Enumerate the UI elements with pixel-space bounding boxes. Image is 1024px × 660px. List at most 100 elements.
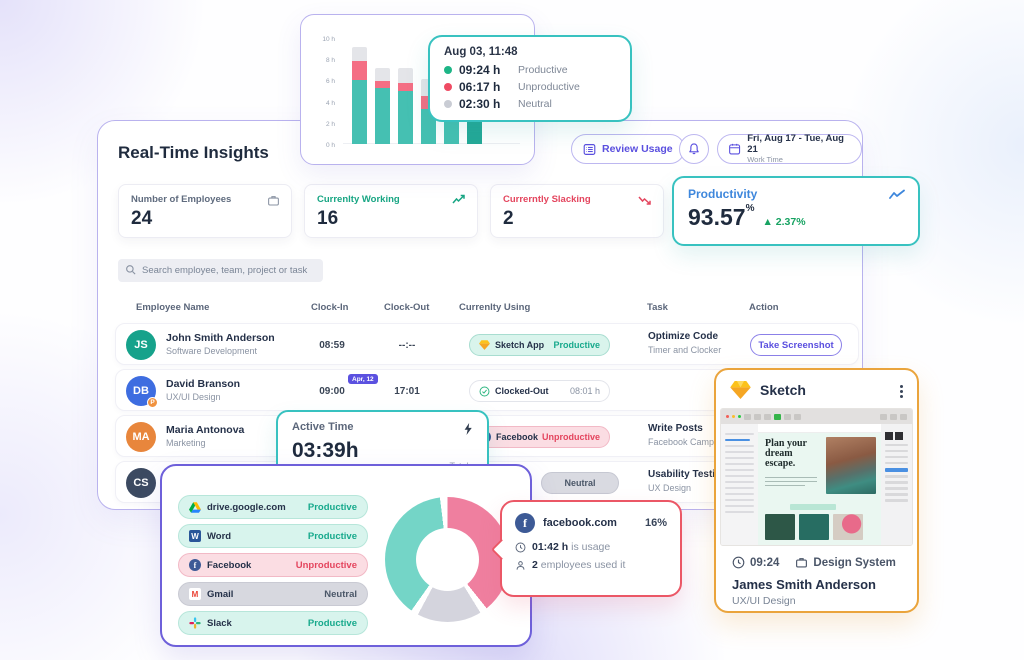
y-tick: 4 h bbox=[325, 100, 335, 107]
tooltip-row: 09:24 h Productive bbox=[444, 63, 616, 77]
avatar: DB P bbox=[126, 376, 158, 408]
word-icon: W bbox=[189, 530, 201, 542]
calendar-icon bbox=[729, 143, 741, 155]
employees-label: employees used it bbox=[540, 559, 626, 571]
review-usage-button[interactable]: Review Usage bbox=[571, 134, 685, 164]
list-icon bbox=[583, 143, 596, 155]
app-name: drive.google.com bbox=[207, 501, 286, 513]
screenshot-canvas: Plan your dream escape. bbox=[758, 424, 881, 545]
app-status: Neutral bbox=[324, 588, 357, 600]
sketch-app-screenshot: Plan your dream escape. bbox=[720, 408, 913, 546]
currently-using-pill: Sketch App Productive bbox=[469, 334, 610, 356]
avatar-badge: P bbox=[147, 397, 158, 408]
stat-currently-working: Currenlty Working 16 bbox=[304, 184, 478, 238]
app-usage-item-word[interactable]: W Word Productive bbox=[178, 524, 368, 548]
clock-out-value: 17:01 bbox=[394, 386, 420, 397]
tooltip-time: 02:30 h bbox=[459, 97, 501, 111]
line-chart-icon bbox=[889, 189, 905, 199]
avatar: JS bbox=[126, 330, 156, 360]
screenshot-headline: Plan your dream escape. bbox=[765, 438, 807, 470]
app-name: Gmail bbox=[207, 588, 234, 600]
app-title: Sketch bbox=[760, 382, 806, 398]
neutral-dot-icon bbox=[444, 100, 452, 108]
y-tick: 0 h bbox=[325, 142, 335, 149]
task-title: Write Posts bbox=[648, 423, 703, 434]
app-status: Productive bbox=[307, 501, 357, 513]
usage-hours: 01:42 h bbox=[532, 541, 569, 553]
tooltip-label: Neutral bbox=[518, 98, 552, 110]
col-header-action: Action bbox=[749, 302, 779, 313]
unproductive-dot-icon bbox=[444, 83, 452, 91]
app-status: Unproductive bbox=[295, 559, 357, 571]
trend-up-icon bbox=[452, 194, 465, 204]
date-range-sublabel: Work Time bbox=[747, 155, 783, 165]
screenshot-toolbar bbox=[721, 409, 912, 424]
app-usage-donut-chart[interactable] bbox=[385, 497, 510, 622]
clock-in-date-badge: Apr, 12 bbox=[348, 374, 378, 384]
stat-label: Currenlty Working bbox=[317, 194, 400, 205]
facebook-icon: f bbox=[515, 513, 535, 533]
app-usage-item-slack[interactable]: Slack Productive bbox=[178, 611, 368, 635]
site-name: facebook.com bbox=[543, 517, 617, 529]
clock-icon bbox=[515, 542, 526, 552]
app-name: Facebook bbox=[496, 432, 539, 442]
employees-count: 2 bbox=[532, 559, 538, 571]
clock-in-value: 08:59 bbox=[319, 340, 345, 351]
gmail-icon: M bbox=[189, 588, 201, 600]
tooltip-label: Unproductive bbox=[518, 81, 580, 93]
date-range-label: Fri, Aug 17 - Tue, Aug 21 bbox=[747, 132, 844, 155]
app-usage-card: drive.google.com Productive W Word Produc… bbox=[160, 464, 532, 647]
app-usage-item-gmail[interactable]: M Gmail Neutral bbox=[178, 582, 368, 606]
employee-name: David Branson bbox=[166, 378, 241, 390]
kebab-menu-icon[interactable] bbox=[900, 383, 903, 400]
take-screenshot-button[interactable]: Take Screenshot bbox=[750, 334, 842, 356]
pill-label: Clocked-Out bbox=[495, 386, 549, 396]
facebook-icon: f bbox=[189, 559, 201, 571]
app-status: Unproductive bbox=[541, 432, 600, 442]
y-tick: 6 h bbox=[325, 78, 335, 85]
app-usage-item-drive[interactable]: drive.google.com Productive bbox=[178, 495, 368, 519]
col-header-employee-name: Employee Name bbox=[136, 302, 210, 313]
session-time: 09:24 bbox=[750, 556, 780, 569]
employee-dept: UX/UI Design bbox=[166, 392, 221, 402]
app-status: Productive bbox=[553, 340, 600, 350]
stat-number-of-employees: Number of Employees 24 bbox=[118, 184, 292, 238]
clocked-out-pill: Clocked-Out 08:01 h bbox=[469, 380, 610, 402]
slack-icon bbox=[189, 617, 201, 629]
screenshot-layers-panel bbox=[721, 424, 758, 545]
briefcase-icon bbox=[268, 196, 279, 206]
app-usage-item-facebook[interactable]: f Facebook Unproductive bbox=[178, 553, 368, 577]
clock-out-value: --:-- bbox=[398, 340, 416, 351]
table-row[interactable]: JS John Smith Anderson Software Developm… bbox=[115, 323, 859, 365]
clock-icon bbox=[732, 556, 745, 569]
active-time-label: Active Time bbox=[292, 421, 354, 433]
bell-icon bbox=[689, 143, 699, 155]
search-input[interactable] bbox=[142, 259, 320, 282]
usage-hours-label: is usage bbox=[571, 541, 611, 553]
tooltip-row: 02:30 h Neutral bbox=[444, 97, 616, 111]
col-header-clock-out: Clock-Out bbox=[384, 302, 430, 313]
person-role: UX/UI Design bbox=[732, 595, 796, 607]
y-tick: 8 h bbox=[325, 57, 335, 64]
y-tick: 10 h bbox=[322, 36, 335, 43]
app-name: Slack bbox=[207, 617, 232, 629]
date-range-picker[interactable]: Fri, Aug 17 - Tue, Aug 21 Work Time bbox=[717, 132, 862, 165]
screenshot-photo bbox=[826, 437, 876, 494]
stat-value: 24 bbox=[131, 208, 153, 229]
clock-in-value: 09:00 bbox=[319, 386, 345, 397]
tooltip-date: Aug 03, 11:48 bbox=[444, 46, 518, 58]
notifications-button[interactable] bbox=[679, 134, 709, 164]
tooltip-row: 06:17 h Unproductive bbox=[444, 80, 616, 94]
tooltip-time: 06:17 h bbox=[459, 80, 501, 94]
google-drive-icon bbox=[189, 501, 201, 513]
lightning-bolt-icon bbox=[464, 423, 472, 435]
app-name: Sketch App bbox=[495, 340, 545, 350]
productivity-unit: % bbox=[745, 203, 755, 214]
trend-down-icon bbox=[638, 196, 651, 205]
delta-up-icon: ▲ bbox=[762, 216, 773, 228]
usage-percent: 16% bbox=[644, 517, 667, 529]
stat-currently-slacking: Currerntly Slacking 2 bbox=[490, 184, 664, 238]
avatar-initials: DB bbox=[133, 385, 149, 397]
task-subtitle: Timer and Clocker bbox=[648, 345, 722, 355]
